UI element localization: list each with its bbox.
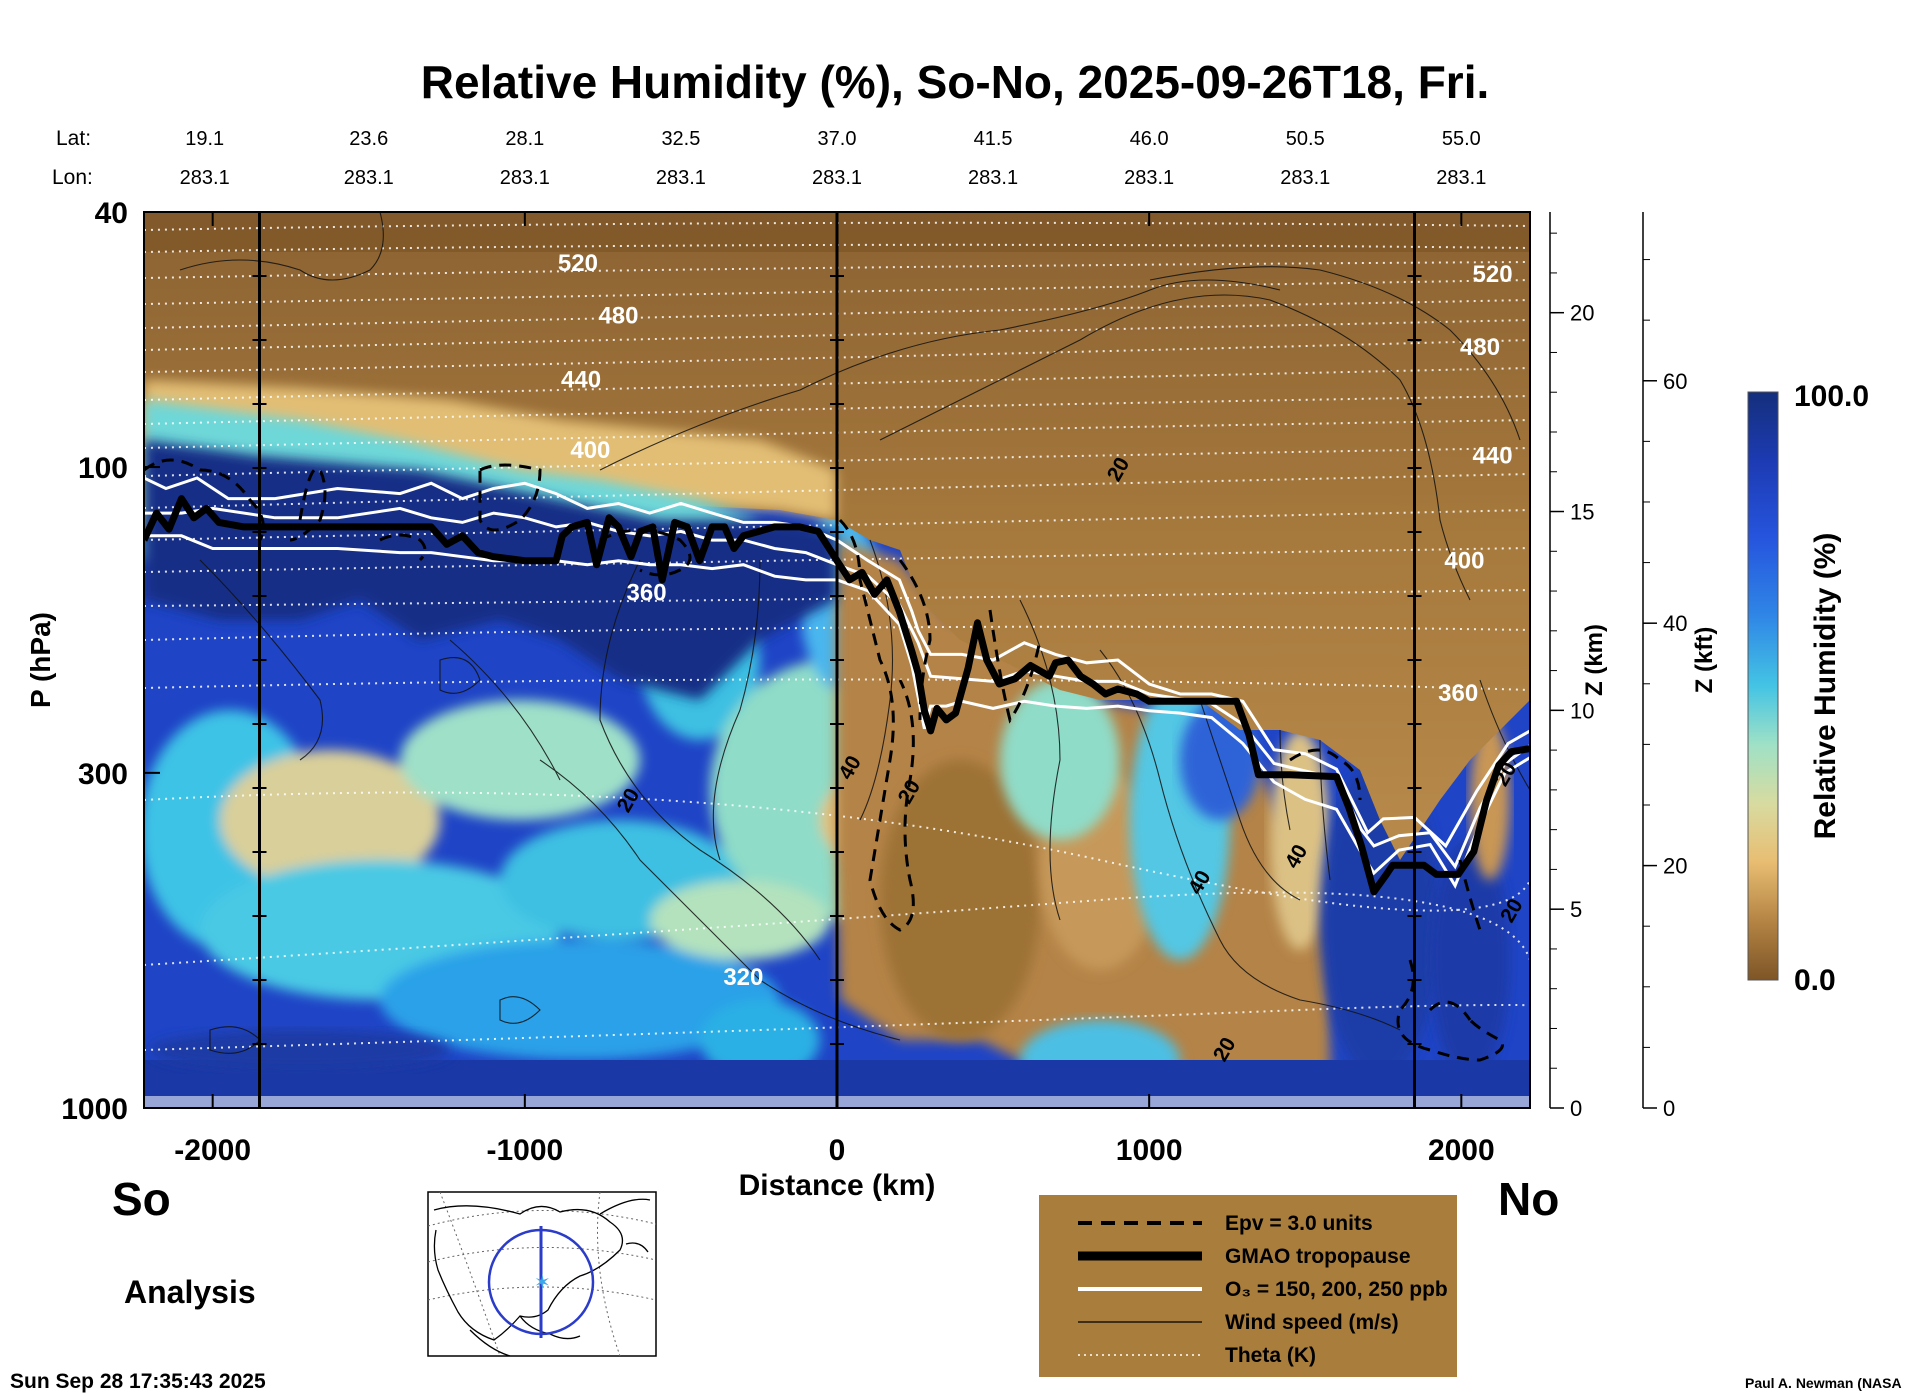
north-label: No	[1498, 1173, 1559, 1225]
latitude-value: 28.1	[505, 128, 544, 150]
theta-label: 520	[558, 250, 598, 277]
y-tick-label: 40	[95, 197, 128, 230]
theta-label: 480	[1460, 334, 1500, 361]
longitude-value: 283.1	[1124, 167, 1174, 189]
colorbar	[1747, 391, 1779, 981]
y-axis-label: P (hPa)	[25, 612, 56, 708]
z-kft-tick-label: 0	[1663, 1096, 1675, 1121]
theta-label: 440	[561, 366, 601, 393]
z-km-tick-label: 5	[1570, 897, 1582, 922]
z-kft-label: Z (kft)	[1691, 627, 1718, 694]
x-tick-label: 1000	[1116, 1134, 1183, 1167]
x-tick-label: 2000	[1428, 1134, 1495, 1167]
colorbar-max-label: 100.0	[1794, 380, 1869, 413]
x-tick-label: -1000	[486, 1134, 563, 1167]
theta-label: 400	[570, 437, 610, 464]
longitude-value: 283.1	[656, 167, 706, 189]
theta-isentropes	[144, 221, 1530, 1051]
chart-title: Relative Humidity (%), So-No, 2025-09-26…	[421, 56, 1490, 108]
south-label: So	[112, 1173, 171, 1225]
latitude-header: 19.1 23.6 28.1 32.5 37.0 41.5 46.0 50.5 55.0	[185, 128, 1481, 150]
tropopause-line	[144, 495, 1530, 896]
latitude-value: 23.6	[349, 128, 388, 150]
theta-label: 440	[1473, 443, 1513, 470]
timestamp: Sun Sep 28 17:35:43 2025	[10, 1370, 266, 1393]
x-axis: -2000 -1000 0 1000 2000	[174, 212, 1495, 1167]
vertical-marker-lines	[252, 211, 1422, 1109]
inset-map: ✶	[427, 1191, 657, 1357]
y-tick-label: 300	[78, 758, 128, 791]
latitude-value: 50.5	[1286, 128, 1325, 150]
lon-label: Lon:	[52, 166, 93, 189]
y-axis-z-km: 0 5 10 15 20	[1549, 212, 1594, 1121]
z-kft-tick-label: 20	[1663, 854, 1687, 879]
latitude-value: 32.5	[661, 128, 700, 150]
latitude-value: 55.0	[1442, 128, 1481, 150]
latitude-value: 37.0	[818, 128, 857, 150]
z-km-tick-label: 10	[1570, 698, 1594, 723]
longitude-value: 283.1	[812, 167, 862, 189]
legend-label: Wind speed (m/s)	[1225, 1311, 1399, 1334]
y-tick-label: 100	[78, 452, 128, 485]
longitude-value: 283.1	[344, 167, 394, 189]
y-tick-label: 1000	[61, 1093, 128, 1126]
theta-label: 480	[598, 302, 638, 329]
legend-label: O₃ = 150, 200, 250 ppb	[1225, 1278, 1448, 1301]
theta-label: 360	[627, 580, 667, 607]
theta-label: 360	[1438, 680, 1478, 707]
x-axis-label: Distance (km)	[739, 1169, 936, 1202]
z-kft-tick-label: 40	[1663, 611, 1687, 636]
longitude-value: 283.1	[180, 167, 230, 189]
credit: Paul A. Newman (NASA	[1745, 1375, 1902, 1391]
theta-label: 320	[723, 964, 763, 991]
colorbar-title: Relative Humidity (%)	[1809, 533, 1842, 840]
longitude-header: 283.1 283.1 283.1 283.1 283.1 283.1 283.1 283.1…	[180, 167, 1487, 189]
svg-text:✶: ✶	[534, 1272, 551, 1294]
latitude-value: 19.1	[185, 128, 224, 150]
z-kft-tick-label: 60	[1663, 369, 1687, 394]
y-axis-pressure: 40 100 300 1000	[61, 197, 160, 1126]
theta-label: 400	[1444, 548, 1484, 575]
latitude-value: 46.0	[1130, 128, 1169, 150]
z-km-label: Z (km)	[1581, 624, 1608, 696]
wind-speed-contours	[179, 212, 1530, 1054]
theta-label: 520	[1473, 261, 1513, 288]
legend-label: Epv = 3.0 units	[1225, 1212, 1373, 1235]
longitude-value: 283.1	[1280, 167, 1330, 189]
longitude-value: 283.1	[500, 167, 550, 189]
z-km-tick-label: 20	[1570, 301, 1594, 326]
x-tick-label: -2000	[174, 1134, 251, 1167]
longitude-value: 283.1	[968, 167, 1018, 189]
y-axis-z-kft: 0 20 40 60	[1642, 212, 1687, 1121]
latitude-value: 41.5	[974, 128, 1013, 150]
z-km-tick-label: 0	[1570, 1096, 1582, 1121]
x-tick-label: 0	[829, 1134, 846, 1167]
analysis-label: Analysis	[124, 1274, 256, 1310]
legend: Epv = 3.0 units GMAO tropopause O₃ = 150, …	[1039, 1195, 1457, 1377]
legend-label: Theta (K)	[1225, 1344, 1316, 1367]
longitude-value: 283.1	[1436, 167, 1486, 189]
z-km-tick-label: 15	[1570, 500, 1594, 525]
legend-label: GMAO tropopause	[1225, 1245, 1411, 1268]
colorbar-min-label: 0.0	[1794, 964, 1836, 997]
lat-label: Lat:	[56, 127, 91, 150]
